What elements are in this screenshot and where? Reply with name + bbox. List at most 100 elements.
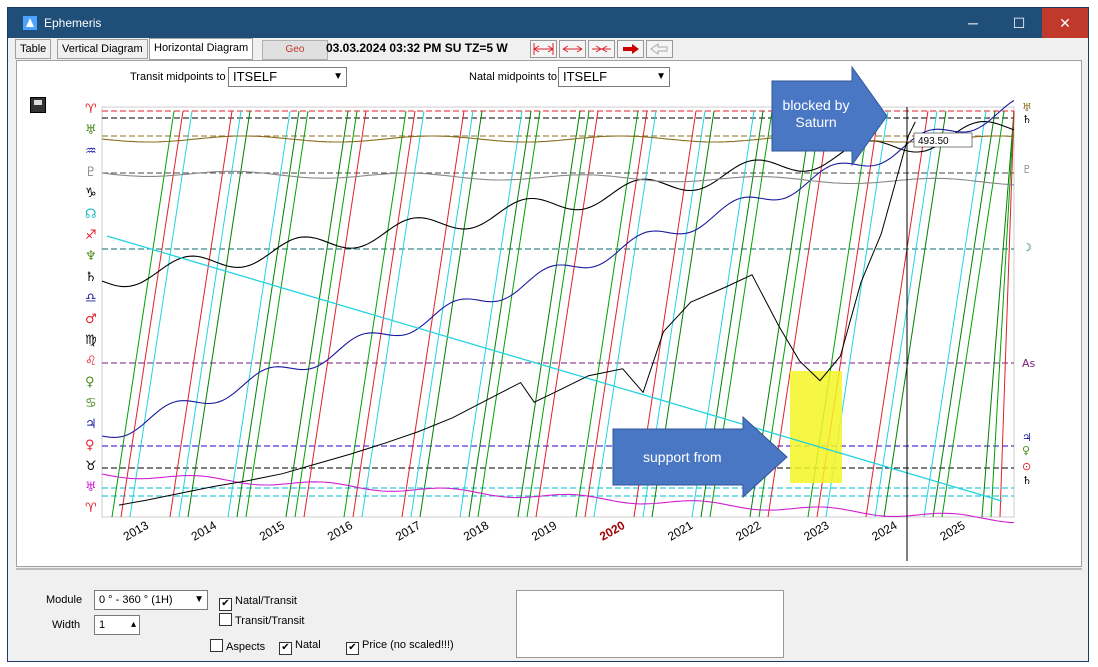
module-value: 0 ° - 360 ° (1H) xyxy=(99,594,173,606)
natal-checkbox[interactable]: ✔ Natal xyxy=(279,639,321,655)
right-axis-glyph: ♇ xyxy=(1022,163,1032,176)
geo-button[interactable]: Geo xyxy=(262,40,328,60)
natal-label: Natal xyxy=(295,639,321,651)
right-axis-glyph: ⊙ xyxy=(1022,460,1031,473)
cycle-line xyxy=(361,110,425,518)
transit-transit-label: Transit/Transit xyxy=(235,615,305,627)
cycle-line xyxy=(294,110,358,518)
chevron-down-icon: ▼ xyxy=(194,594,204,605)
step-back-button[interactable] xyxy=(646,40,673,58)
cycle-line xyxy=(923,110,987,518)
price-label: 493.50 xyxy=(918,136,949,147)
x-tick-label: 2014 xyxy=(189,518,219,544)
divider xyxy=(16,568,1082,570)
cycle-line xyxy=(169,110,233,518)
x-tick-label: 2019 xyxy=(529,518,559,544)
info-box xyxy=(516,590,784,658)
left-axis-glyph: ♀ xyxy=(85,375,95,390)
width-label: Width xyxy=(52,619,81,631)
step-forward-button[interactable] xyxy=(617,40,644,58)
stepper-arrows-icon: ▴ xyxy=(130,619,136,630)
expand-range-button[interactable] xyxy=(530,40,557,58)
module-select[interactable]: 0 ° - 360 ° (1H) ▼ xyxy=(94,590,208,610)
cycle-line xyxy=(526,110,590,518)
settings-panel: Module 0 ° - 360 ° (1H) ▼ Width 1 ▴ ✔ Natal… xyxy=(16,568,1082,660)
transit-transit-checkbox[interactable]: Transit/Transit xyxy=(219,613,304,627)
natal-transit-label: Natal/Transit xyxy=(235,595,297,607)
transit-midpoints-select[interactable]: ITSELF ▼ xyxy=(228,67,347,87)
highlight-box xyxy=(790,371,842,483)
horizontal-reference-lines xyxy=(102,110,1014,497)
cycle-line xyxy=(245,110,309,518)
cycle-line xyxy=(468,110,532,518)
right-axis-glyph: ♄ xyxy=(1022,113,1032,126)
natal-midpoints-value: ITSELF xyxy=(563,69,608,84)
right-axis-glyph: As xyxy=(1022,357,1036,370)
transit-midpoints-label: Transit midpoints to xyxy=(130,71,226,83)
x-tick-label: 2018 xyxy=(461,518,491,544)
cycle-line xyxy=(352,110,416,518)
left-axis-glyph: ♄ xyxy=(85,270,97,285)
shift-both-button[interactable] xyxy=(559,40,586,58)
width-stepper[interactable]: 1 ▴ xyxy=(94,615,140,635)
cycle-line xyxy=(303,110,367,518)
left-axis-glyph: ♂ xyxy=(85,312,97,327)
price-checkbox[interactable]: ✔ Price (no scaled!!!) xyxy=(346,639,454,655)
support-arrow-shape xyxy=(612,415,788,499)
save-icon[interactable] xyxy=(30,97,46,113)
natal-midpoints-select[interactable]: ITSELF ▼ xyxy=(558,67,670,87)
planet-curve xyxy=(101,100,1015,438)
left-axis-glyph: ♈ xyxy=(85,501,97,516)
cycle-line xyxy=(459,110,523,518)
double-arrow-icon xyxy=(562,45,583,53)
x-tick-label: 2016 xyxy=(325,518,355,544)
minimize-button[interactable]: ─ xyxy=(968,15,978,31)
chevron-down-icon: ▼ xyxy=(656,71,666,82)
expand-arrows-icon xyxy=(533,43,554,55)
blocked-annotation-text: blocked by Saturn xyxy=(782,97,850,130)
tab-vertical-diagram[interactable]: Vertical Diagram xyxy=(57,39,148,59)
cycle-line xyxy=(575,110,639,518)
left-axis-glyph: ♒ xyxy=(85,144,97,159)
left-axis-glyph: ☊ xyxy=(85,207,97,222)
datetime-display: 03.03.2024 03:32 PM SU TZ=5 W xyxy=(326,41,508,55)
tab-horizontal-diagram[interactable]: Horizontal Diagram xyxy=(149,38,254,60)
window-title: Ephemeris xyxy=(44,16,102,30)
planet-curve xyxy=(101,473,1015,524)
x-tick-label: 2023 xyxy=(801,518,831,544)
support-annotation-text: support from xyxy=(643,449,722,465)
cycle-line xyxy=(517,110,581,518)
maximize-button[interactable]: ☐ xyxy=(1012,15,1026,31)
close-button[interactable]: ✕ xyxy=(1042,8,1088,38)
right-axis-glyph: ♅ xyxy=(1022,101,1032,114)
x-tick-label: 2020 xyxy=(597,518,627,544)
x-tick-label: 2024 xyxy=(869,518,899,544)
right-axis-glyph: ♃ xyxy=(1022,431,1032,444)
cycle-line xyxy=(999,110,1015,518)
collapse-range-button[interactable] xyxy=(588,40,615,58)
left-axis-glyph: ♉ xyxy=(85,459,97,474)
tab-table[interactable]: Table xyxy=(15,39,52,59)
aspects-checkbox[interactable]: Aspects xyxy=(210,639,265,653)
left-axis-glyph: ♀ xyxy=(85,438,95,453)
horizontal-diagram-panel: Transit midpoints to ITSELF ▼ Natal midpo… xyxy=(16,60,1082,567)
support-annotation: support from xyxy=(612,415,788,499)
natal-transit-checkbox[interactable]: ✔ Natal/Transit xyxy=(219,595,297,611)
cycle-line xyxy=(178,110,242,518)
cycle-line xyxy=(990,110,1015,518)
ephemeris-chart[interactable]: 493.50 ♈♅♒♇♑☊♐♆♄♎♂♍♌♀♋♃♀♉♅♈ ♅♄♇☽As♃♀⊙♄ 2… xyxy=(17,61,1083,561)
x-tick-label: 2017 xyxy=(393,518,423,544)
cycle-line xyxy=(410,110,474,518)
cyan-trend-line xyxy=(106,235,1003,502)
ephemeris-window: Ephemeris ─ ☐ ✕ Table Vertical Diagram H… xyxy=(7,7,1089,662)
price-label: Price (no scaled!!!) xyxy=(362,639,454,651)
left-axis-glyphs: ♈ ♅ ♒ ♇ ♑ ☊ ♐ ♆ ♄ ♎ ♂ ♍ ♌ ♀ ♋ ♃ ♀ ♉ ♅ ♈ xyxy=(85,102,97,516)
right-axis-glyphs: ♅♄♇☽As♃♀⊙♄ xyxy=(1022,101,1036,487)
left-arrow-icon xyxy=(650,43,668,55)
cycle-line xyxy=(187,110,251,518)
cycle-line xyxy=(120,110,184,518)
cycle-line xyxy=(343,110,407,518)
collapse-arrows-icon xyxy=(592,45,611,53)
left-axis-glyph: ♇ xyxy=(85,165,97,180)
right-axis-glyph: ☽ xyxy=(1022,241,1032,254)
